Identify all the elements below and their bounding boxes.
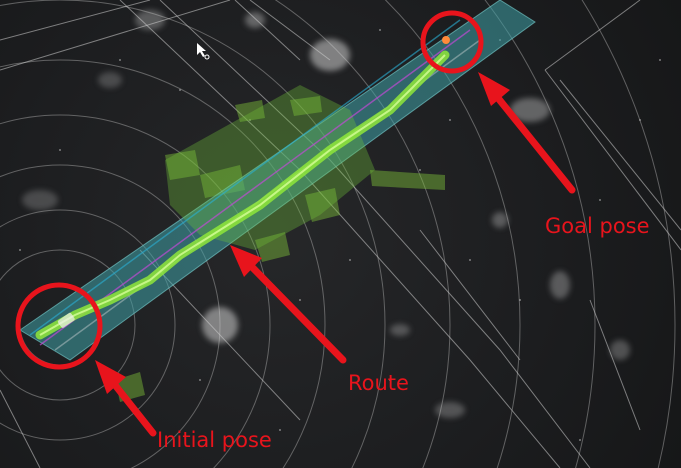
annotation-arrows (95, 72, 576, 437)
route-arrow (249, 264, 347, 364)
initial-arrowhead-icon (95, 360, 126, 394)
initial-pose-circle (15, 282, 103, 370)
route-arrowhead-icon (230, 245, 262, 277)
ego-vehicle-icon (57, 312, 75, 328)
route-label: Route (348, 371, 409, 395)
goal-arrow (494, 94, 576, 194)
goal-pose-label: Goal pose (545, 214, 650, 238)
route-centerline (39, 54, 446, 336)
goal-pose-circle (420, 10, 484, 74)
crosswalk-areas (115, 96, 445, 402)
pointcloud-dots (19, 29, 661, 441)
mouse-cursor-icon (197, 43, 206, 57)
initial-pose-label: Initial pose (157, 428, 272, 452)
intersection-area (165, 85, 375, 250)
initial-arrow (111, 381, 157, 437)
pointcloud-clusters (22, 10, 630, 418)
goal-arrowhead-icon (478, 72, 510, 106)
goal-marker-icon (442, 36, 450, 44)
cursor-dot-icon (204, 54, 210, 60)
